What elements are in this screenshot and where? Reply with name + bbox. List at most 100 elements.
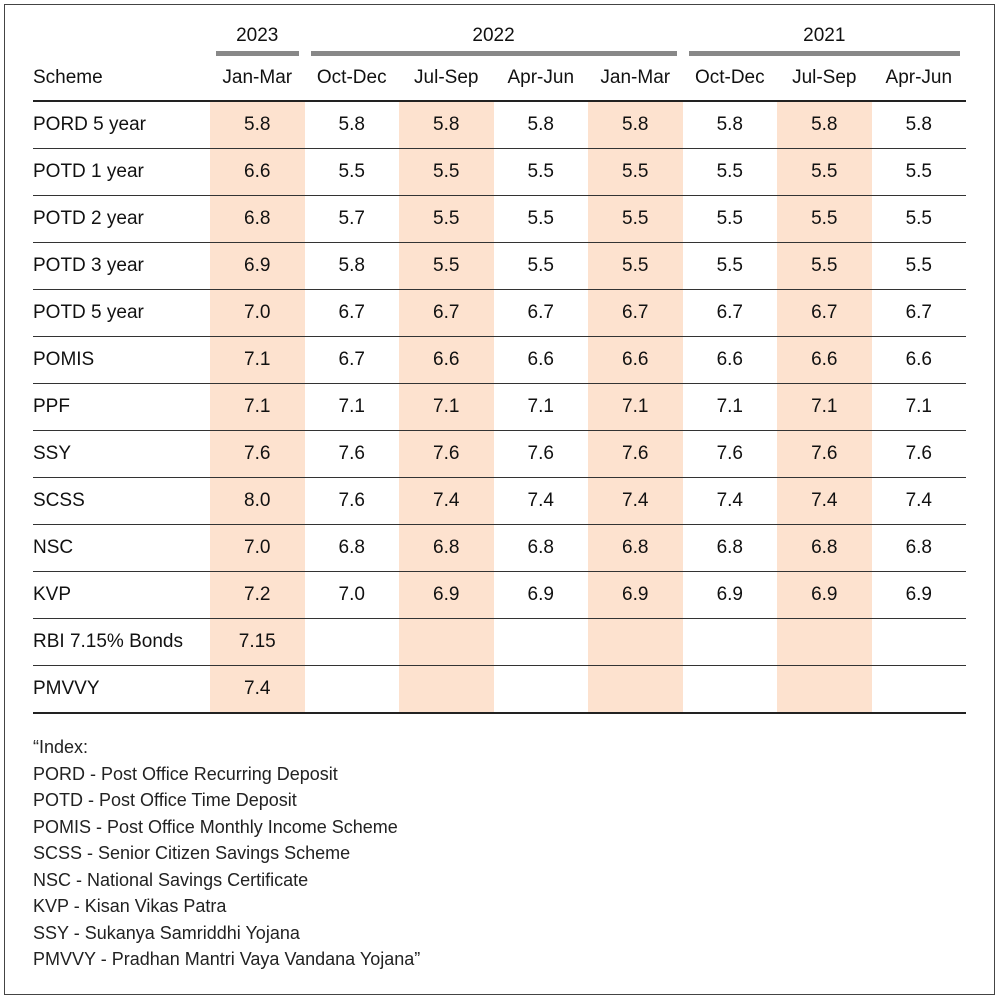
rate-cell: 7.4 (210, 665, 305, 714)
rate-cell: 6.9 (399, 571, 494, 619)
rate-cell: 6.6 (777, 336, 872, 384)
index-note-line: KVP - Kisan Vikas Patra (33, 896, 227, 916)
rate-cell: 6.6 (871, 336, 967, 384)
rate-cell: 6.9 (588, 571, 683, 619)
rate-cell: 5.8 (871, 101, 967, 149)
rate-cell (682, 665, 778, 714)
rate-cell: 7.6 (493, 430, 588, 478)
rate-cell: 5.8 (399, 101, 494, 149)
rate-cell: 5.5 (871, 148, 967, 196)
year-header-2022: 2022 (305, 22, 683, 56)
scheme-name-cell: POTD 1 year (33, 148, 210, 196)
rate-cell: 7.0 (210, 524, 305, 572)
rate-cell: 6.8 (210, 195, 305, 243)
rate-cell: 7.4 (493, 477, 588, 525)
index-note-line: POTD - Post Office Time Deposit (33, 790, 297, 810)
rate-cell (493, 618, 588, 666)
rate-cell (588, 665, 683, 714)
year-header-row: 2023 2022 2021 (33, 22, 966, 56)
rate-cell: 5.5 (777, 148, 872, 196)
rate-cell: 7.0 (210, 289, 305, 337)
table-row: KVP 7.2 7.0 6.9 6.9 6.9 6.9 6.9 6.9 (33, 571, 967, 619)
year-header-blank (33, 22, 210, 56)
year-label: 2021 (803, 25, 846, 46)
rate-cell: 6.8 (399, 524, 494, 572)
rate-cell: 7.4 (588, 477, 683, 525)
rate-cell: 6.9 (493, 571, 588, 619)
column-header-quarter: Jul-Sep (777, 56, 872, 102)
rate-cell (304, 618, 399, 666)
rate-cell: 7.1 (210, 383, 305, 431)
rate-cell: 6.7 (399, 289, 494, 337)
index-note-line: PORD - Post Office Recurring Deposit (33, 763, 338, 784)
year-underline (310, 51, 677, 56)
rate-cell: 5.5 (588, 242, 683, 290)
rate-cell: 6.8 (777, 524, 872, 572)
rate-cell: 5.5 (493, 242, 588, 290)
rate-cell: 6.6 (210, 148, 305, 196)
rate-cell: 7.1 (399, 383, 494, 431)
column-header-quarter: Apr-Jun (871, 56, 967, 102)
scheme-name-cell: SCSS (33, 477, 210, 525)
table-row: POTD 2 year 6.8 5.7 5.5 5.5 5.5 5.5 5.5 5.5 (33, 195, 967, 243)
rate-cell: 7.4 (777, 477, 872, 525)
rate-cell: 6.7 (493, 289, 588, 337)
rate-cell (399, 665, 494, 714)
index-note-line: PMVVY - Pradhan Mantri Vaya Vandana Yoja… (33, 949, 421, 969)
index-notes: “Index: PORD - Post Office Recurring Depo… (33, 734, 966, 973)
rate-cell: 6.8 (304, 524, 399, 572)
rate-cell: 5.5 (493, 148, 588, 196)
rate-cell: 5.5 (399, 195, 494, 243)
table-row: POMIS 7.1 6.7 6.6 6.6 6.6 6.6 6.6 6.6 (33, 336, 967, 384)
rate-cell (871, 618, 967, 666)
rate-cell: 5.8 (682, 101, 778, 149)
scheme-name-cell: POMIS (33, 336, 210, 384)
column-header-row: Scheme Jan-Mar Oct-Dec Jul-Sep Apr-Jun Jan-Ma… (33, 56, 967, 102)
rate-cell: 7.1 (588, 383, 683, 431)
scheme-name-cell: SSY (33, 430, 210, 478)
rate-cell: 7.6 (304, 430, 399, 478)
rate-cell: 6.6 (682, 336, 778, 384)
rate-cell: 5.5 (682, 242, 778, 290)
year-underline (216, 51, 299, 56)
rate-cell: 6.8 (871, 524, 967, 572)
rate-cell: 5.5 (399, 148, 494, 196)
rates-table-container: 2023 2022 2021 Scheme Jan-Mar Oct-Dec Jul-Sep… (33, 22, 967, 973)
rate-cell: 7.6 (871, 430, 967, 478)
rate-cell: 5.5 (777, 242, 872, 290)
scheme-name-cell: KVP (33, 571, 210, 619)
rate-cell: 5.5 (304, 148, 399, 196)
scheme-name-cell: POTD 3 year (33, 242, 210, 290)
rate-cell: 7.1 (871, 383, 967, 431)
rate-cell: 5.8 (777, 101, 872, 149)
table-row: SCSS 8.0 7.6 7.4 7.4 7.4 7.4 7.4 7.4 (33, 477, 967, 525)
rate-cell: 7.1 (210, 336, 305, 384)
table-row: POTD 3 year 6.9 5.8 5.5 5.5 5.5 5.5 5.5 5.5 (33, 242, 967, 290)
scheme-name-cell: POTD 5 year (33, 289, 210, 337)
rate-cell: 7.4 (871, 477, 967, 525)
rate-cell: 5.5 (588, 148, 683, 196)
rate-cell: 6.7 (588, 289, 683, 337)
rate-cell (493, 665, 588, 714)
rate-cell: 6.9 (871, 571, 967, 619)
rate-cell (399, 618, 494, 666)
rate-cell: 5.8 (304, 101, 399, 149)
rate-cell: 5.5 (682, 195, 778, 243)
column-header-quarter: Oct-Dec (682, 56, 778, 102)
rate-cell (871, 665, 967, 714)
table-row: NSC 7.0 6.8 6.8 6.8 6.8 6.8 6.8 6.8 (33, 524, 967, 572)
table-row: PMVVY 7.4 (33, 665, 967, 714)
scheme-name-cell: RBI 7.15% Bonds (33, 618, 210, 666)
rate-cell: 5.8 (210, 101, 305, 149)
index-note-line: “Index: (33, 737, 89, 757)
scheme-name-cell: NSC (33, 524, 210, 572)
column-header-quarter: Jan-Mar (588, 56, 683, 102)
rate-cell: 6.9 (682, 571, 778, 619)
rate-cell: 6.6 (399, 336, 494, 384)
rate-cell (777, 665, 872, 714)
rate-cell: 7.6 (682, 430, 778, 478)
rate-cell: 7.15 (210, 618, 305, 666)
rate-cell: 6.7 (682, 289, 778, 337)
rate-cell: 7.1 (304, 383, 399, 431)
rate-cell (588, 618, 683, 666)
